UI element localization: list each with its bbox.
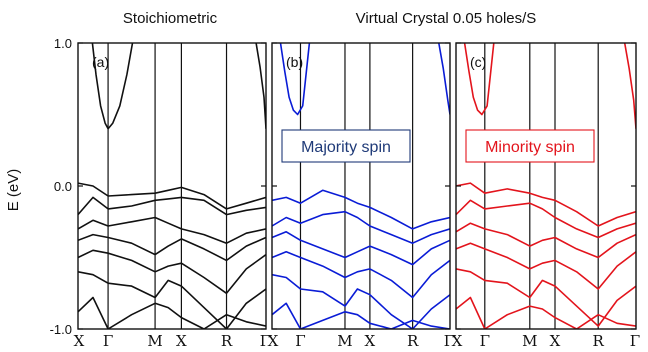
- panel-frame: [271, 42, 451, 330]
- y-tick-label: 0.0: [54, 179, 72, 194]
- x-tick-label: X: [268, 332, 279, 350]
- x-tick-label: Γ: [444, 332, 454, 350]
- x-tick-label: M: [522, 332, 537, 350]
- band-line: [78, 182, 266, 210]
- x-tick-label: Γ: [103, 332, 113, 350]
- band-line: [456, 296, 636, 329]
- band-line: [623, 43, 636, 129]
- x-tick-label: Γ: [260, 332, 270, 350]
- band-line: [272, 210, 450, 244]
- spin-annotation-text: Minority spin: [485, 139, 575, 156]
- panel-label: (b): [286, 54, 303, 70]
- band-line: [272, 302, 450, 329]
- band-line: [272, 231, 450, 266]
- title-virtual-crystal: Virtual Crystal 0.05 holes/S: [356, 10, 537, 27]
- band-line: [272, 251, 450, 299]
- panel-label: (c): [470, 54, 486, 70]
- band-line: [456, 242, 636, 290]
- band-line: [91, 43, 134, 130]
- x-tick-label: X: [74, 332, 85, 350]
- y-tick-label: -1.0: [50, 322, 72, 337]
- panel-label: (a): [92, 54, 109, 70]
- band-line: [438, 43, 450, 115]
- panel-1: (a)X Γ M X R Γ: [74, 42, 270, 350]
- x-tick-label: Γ: [630, 332, 640, 350]
- band-line: [463, 43, 495, 116]
- spin-annotation-text: Majority spin: [301, 139, 391, 156]
- x-tick-label: R: [407, 332, 419, 350]
- panel-frame: [77, 42, 267, 330]
- title-stoichiometric: Stoichiometric: [123, 10, 218, 27]
- spin-annotation-box: [465, 129, 595, 163]
- x-tick-label: Γ: [480, 332, 490, 350]
- x-tick-label: M: [337, 332, 352, 350]
- band-line: [78, 271, 266, 329]
- y-axis-label: E (eV): [5, 169, 22, 212]
- band-line: [279, 43, 311, 116]
- band-line: [456, 199, 636, 239]
- band-line: [272, 189, 450, 230]
- band-line: [78, 233, 266, 262]
- band-line: [78, 196, 266, 216]
- spin-annotation-box: [281, 129, 411, 163]
- band-line: [78, 216, 266, 244]
- x-tick-label: R: [221, 332, 233, 350]
- x-tick-label: R: [593, 332, 605, 350]
- band-line: [272, 273, 450, 329]
- band-line: [456, 268, 636, 327]
- x-tick-label: X: [365, 332, 376, 350]
- x-tick-label: X: [176, 332, 187, 350]
- x-tick-label: Γ: [295, 332, 305, 350]
- y-tick-label: 1.0: [54, 36, 72, 51]
- band-line: [78, 296, 266, 329]
- band-line: [78, 249, 266, 295]
- x-tick-label: M: [147, 332, 162, 350]
- band-line: [456, 222, 636, 259]
- band-line: [456, 182, 636, 227]
- x-tick-label: X: [452, 332, 463, 350]
- panel-frame: [455, 42, 637, 330]
- band-line: [255, 43, 266, 129]
- x-tick-label: X: [550, 332, 561, 350]
